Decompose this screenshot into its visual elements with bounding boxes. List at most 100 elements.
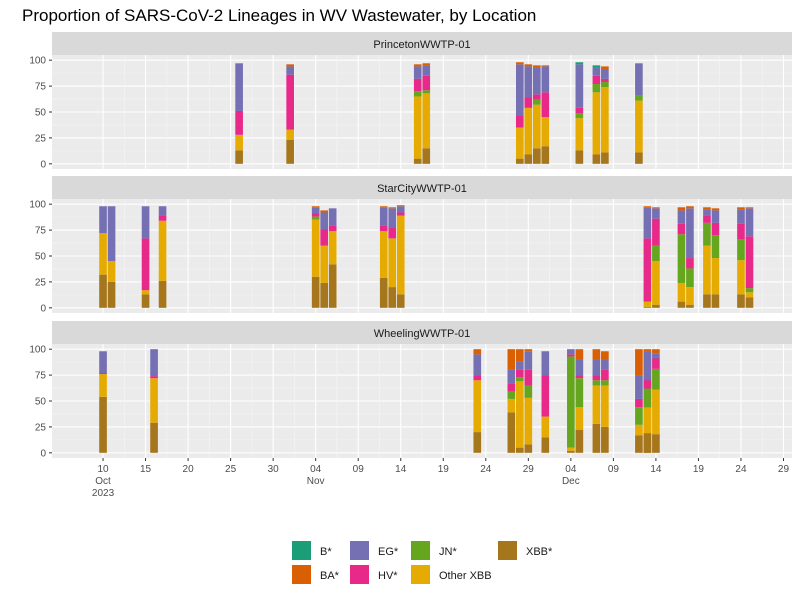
bar-segment xyxy=(388,287,397,308)
bar-segment xyxy=(473,349,482,355)
bar-segment xyxy=(422,75,431,91)
bar-segment xyxy=(533,94,541,100)
y-tick-label: 50 xyxy=(35,252,47,263)
x-tick-label: 19 xyxy=(438,464,450,475)
x-tick-label: 15 xyxy=(140,464,152,475)
bar-segment xyxy=(515,369,524,378)
bar-segment xyxy=(141,238,150,291)
x-tick-label: 2023 xyxy=(92,488,115,499)
bar-segment xyxy=(635,63,643,96)
bar-segment xyxy=(515,115,524,128)
bar-segment xyxy=(652,208,660,219)
bar-segment xyxy=(158,206,167,216)
bar-segment xyxy=(745,236,754,289)
bar-segment xyxy=(652,353,660,359)
bar-segment xyxy=(745,292,754,298)
bar-segment xyxy=(643,407,652,434)
x-tick-label: 10 xyxy=(97,464,109,475)
bar-segment xyxy=(379,206,388,208)
bar-segment xyxy=(379,231,388,278)
bar-segment xyxy=(677,282,686,302)
legend-swatch xyxy=(350,541,369,560)
legend: B* BA* EG* HV* JN* Other XBB XBB* xyxy=(292,541,553,584)
bar-segment xyxy=(388,238,397,288)
bar-segment xyxy=(107,281,116,308)
bar-segment xyxy=(737,223,745,240)
bar-segment xyxy=(422,148,431,164)
bar-segment xyxy=(413,64,422,67)
bar-segment xyxy=(320,282,329,308)
bar-segment xyxy=(643,301,652,307)
bar-segment xyxy=(601,87,609,153)
bar-segment xyxy=(575,359,584,376)
bar-segment xyxy=(575,64,584,108)
bar-segment xyxy=(745,207,754,209)
bar-segment xyxy=(575,375,584,379)
legend-swatch xyxy=(411,541,430,560)
bar-segment xyxy=(592,65,601,68)
x-tick-label: 20 xyxy=(183,464,195,475)
bar-segment xyxy=(541,92,550,118)
bar-segment xyxy=(567,447,575,451)
y-tick-label: 75 xyxy=(35,82,47,93)
bar-segment xyxy=(379,225,388,232)
y-tick-label: 50 xyxy=(35,397,47,408)
bar-segment xyxy=(150,376,158,379)
legend-label: HV* xyxy=(378,570,398,582)
bar-segment xyxy=(643,206,652,208)
x-tick-label: 24 xyxy=(480,464,492,475)
bar-segment xyxy=(592,380,601,386)
bar-segment xyxy=(575,113,584,119)
bar-segment xyxy=(601,152,609,164)
bar-segment xyxy=(635,152,643,164)
bar-segment xyxy=(396,215,405,295)
bar-segment xyxy=(158,220,167,281)
bar-segment xyxy=(686,304,694,308)
bar-segment xyxy=(652,218,660,246)
bar-segment xyxy=(158,280,167,308)
bar-segment xyxy=(541,351,550,376)
x-tick-label: Dec xyxy=(562,476,580,487)
legend-item: JN* xyxy=(411,541,457,560)
bar-segment xyxy=(652,207,660,209)
legend-item: Other XBB xyxy=(411,565,492,584)
legend-swatch xyxy=(498,541,517,560)
legend-label: B* xyxy=(320,546,332,558)
bar-segment xyxy=(507,369,516,384)
bar-segment xyxy=(328,225,337,232)
bar-segment xyxy=(635,435,643,453)
bar-segment xyxy=(396,206,405,213)
bar-segment xyxy=(150,378,158,423)
bar-segment xyxy=(107,261,116,282)
bar-segment xyxy=(575,430,584,453)
bar-segment xyxy=(422,90,431,94)
bar-segment xyxy=(643,388,652,408)
bar-segment xyxy=(737,207,745,210)
bar-segment xyxy=(677,207,686,211)
bar-segment xyxy=(507,391,516,399)
bar-segment xyxy=(686,258,694,269)
facet-panel: StarCityWWTP-01 0 25 50 75 100 xyxy=(29,176,792,314)
bar-segment xyxy=(524,385,533,398)
bar-segment xyxy=(286,66,294,75)
bar-segment xyxy=(635,100,643,153)
bar-segment xyxy=(507,398,516,413)
legend-item: XBB* xyxy=(498,541,553,560)
y-tick-label: 50 xyxy=(35,108,47,119)
facet-panels: PrincetonWWTP-010255075100StarCityWWTP-0… xyxy=(29,32,792,459)
bar-segment xyxy=(745,297,754,308)
bar-segment xyxy=(286,139,294,164)
bar-segment xyxy=(396,205,405,207)
bar-segment xyxy=(703,215,711,223)
legend-swatch xyxy=(292,541,311,560)
bar-segment xyxy=(601,81,609,88)
bar-segment xyxy=(320,229,329,246)
bar-segment xyxy=(677,210,686,224)
bar-segment xyxy=(592,84,601,93)
bar-segment xyxy=(677,234,686,283)
bar-segment xyxy=(711,210,720,223)
bar-segment xyxy=(524,397,533,445)
bar-segment xyxy=(567,349,575,355)
bar-segment xyxy=(150,349,158,377)
